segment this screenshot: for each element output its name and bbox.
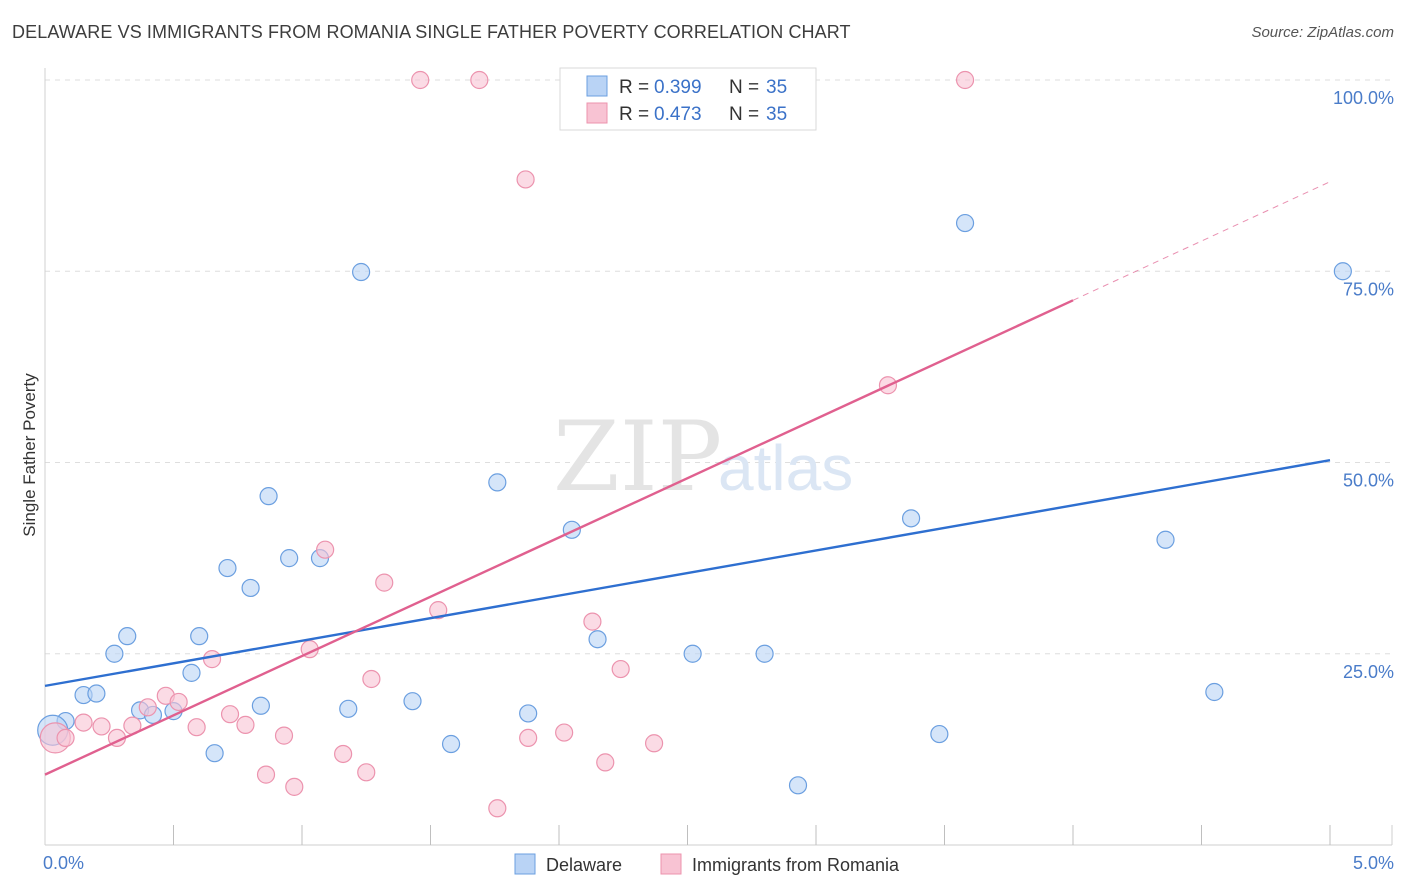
legend-swatch-romania xyxy=(586,102,608,124)
point-delaware-3 xyxy=(105,644,124,663)
point-delaware-26 xyxy=(755,644,774,663)
point-romania-13 xyxy=(256,765,276,784)
chart-title: DELAWARE VS IMMIGRANTS FROM ROMANIA SING… xyxy=(12,22,851,42)
point-romania-27 xyxy=(519,728,538,748)
point-delaware-33 xyxy=(1333,262,1352,281)
axes xyxy=(44,68,1393,846)
point-romania-18 xyxy=(334,744,353,764)
y-tick-label-25: 25.0% xyxy=(1343,662,1394,682)
point-romania-22 xyxy=(411,70,430,90)
legend-n-value-romania: 35 xyxy=(766,104,787,125)
point-romania-6 xyxy=(138,698,157,717)
point-delaware-13 xyxy=(251,696,270,715)
bottom-legend-swatch-romania xyxy=(660,853,682,875)
point-romania-19 xyxy=(357,763,376,782)
point-delaware-12 xyxy=(241,578,260,598)
point-romania-17 xyxy=(316,540,335,559)
point-delaware-28 xyxy=(901,509,921,528)
point-romania-8 xyxy=(169,692,188,712)
legend-r-value-romania: 0.473 xyxy=(654,104,702,125)
bottom-legend: Delaware Immigrants from Romania xyxy=(514,853,900,875)
point-delaware-17 xyxy=(339,699,358,718)
point-romania-30 xyxy=(596,753,615,772)
point-romania-21 xyxy=(375,573,394,592)
watermark: ZIP atlas xyxy=(553,401,853,513)
point-romania-20 xyxy=(362,669,381,689)
legend-r-value-delaware: 0.399 xyxy=(654,77,702,98)
legend-n-label-romania: N = xyxy=(729,104,764,125)
watermark-atlas: atlas xyxy=(718,432,853,504)
point-romania-11 xyxy=(220,705,240,724)
point-delaware-15 xyxy=(280,549,299,568)
point-delaware-32 xyxy=(1205,682,1224,702)
point-romania-29 xyxy=(583,612,602,631)
point-delaware-19 xyxy=(403,692,422,711)
bottom-legend-swatch-delaware xyxy=(514,853,536,875)
point-romania-34 xyxy=(955,70,975,90)
point-romania-26 xyxy=(516,170,535,189)
point-romania-28 xyxy=(555,723,574,742)
legend-r-label-romania: R = xyxy=(619,104,654,125)
y-axis-label: Single Father Poverty xyxy=(20,373,39,537)
bottom-legend-label-delaware: Delaware xyxy=(546,855,622,875)
grid-lines xyxy=(45,79,1392,655)
legend-box: R = 0.399 N = 35 R = 0.473 N = 35 xyxy=(559,67,817,131)
legend-r-label-delaware: R = xyxy=(619,77,654,98)
point-delaware-14 xyxy=(259,487,278,506)
point-delaware-11 xyxy=(218,558,237,578)
point-delaware-2 xyxy=(87,684,106,703)
legend-n-label-delaware: N = xyxy=(729,77,764,98)
point-romania-14 xyxy=(274,726,294,745)
watermark-zip: ZIP xyxy=(553,401,722,513)
trend-line-ext-romania xyxy=(1072,181,1331,301)
point-delaware-31 xyxy=(1156,530,1175,549)
bottom-legend-label-romania: Immigrants from Romania xyxy=(692,855,900,875)
trend-line-romania xyxy=(44,299,1074,776)
y-tick-label-100: 100.0% xyxy=(1333,88,1394,108)
point-delaware-22 xyxy=(519,704,538,723)
point-romania-10 xyxy=(202,650,222,669)
point-delaware-25 xyxy=(683,644,702,663)
point-romania-3 xyxy=(92,717,111,736)
trend-line-delaware xyxy=(44,459,1331,688)
point-delaware-24 xyxy=(588,630,607,649)
point-romania-23 xyxy=(429,601,448,620)
chart-source: Source: ZipAtlas.com xyxy=(1251,24,1394,41)
y-tick-label-50: 50.0% xyxy=(1343,471,1394,491)
point-romania-15 xyxy=(285,777,304,796)
point-romania-12 xyxy=(236,715,255,734)
point-delaware-20 xyxy=(441,734,461,754)
legend-swatch-delaware xyxy=(586,75,608,97)
point-delaware-9 xyxy=(190,627,209,646)
y-tick-label-75: 75.0% xyxy=(1343,279,1394,299)
point-romania-9 xyxy=(187,718,206,737)
point-romania-32 xyxy=(644,734,664,753)
point-delaware-30 xyxy=(955,213,975,233)
point-romania-1 xyxy=(56,728,75,748)
point-romania-2 xyxy=(74,713,93,732)
x-tick-label-max: 5.0% xyxy=(1353,853,1394,873)
point-delaware-8 xyxy=(182,663,201,682)
tick-labels: 25.0% 50.0% 75.0% 100.0% 0.0% 5.0% xyxy=(43,88,1394,873)
point-delaware-18 xyxy=(352,262,371,282)
x-tick-label-min: 0.0% xyxy=(43,853,84,873)
point-romania-25 xyxy=(488,799,507,818)
point-romania-31 xyxy=(611,659,630,679)
legend-n-value-delaware: 35 xyxy=(766,77,787,98)
point-romania-24 xyxy=(470,70,489,90)
point-delaware-4 xyxy=(118,627,137,646)
point-delaware-27 xyxy=(788,776,808,795)
point-delaware-21 xyxy=(488,473,507,492)
point-delaware-10 xyxy=(205,744,224,763)
point-delaware-29 xyxy=(930,724,949,744)
trend-lines xyxy=(44,181,1331,776)
